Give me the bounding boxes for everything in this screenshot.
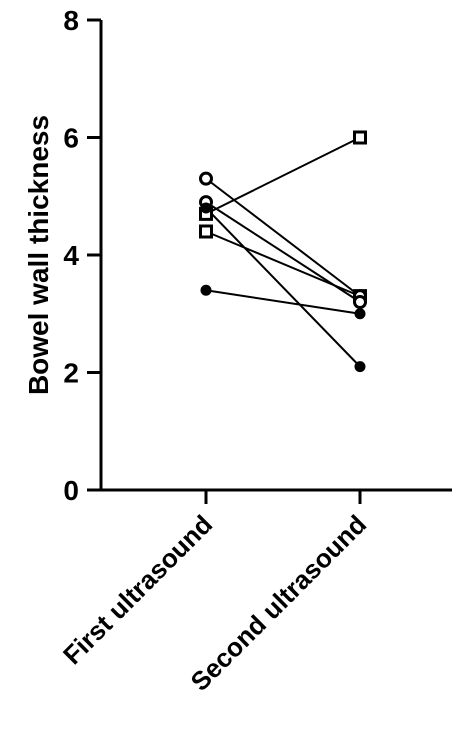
data-point xyxy=(200,284,212,296)
data-point xyxy=(199,171,213,186)
x-tick-label: Second ultrasound xyxy=(185,509,373,697)
y-tick-label: 8 xyxy=(63,5,79,36)
series-line xyxy=(205,201,361,303)
series-line xyxy=(205,136,361,215)
data-point xyxy=(200,202,212,214)
data-point xyxy=(199,224,213,239)
series-line xyxy=(205,177,361,297)
y-tick-label: 4 xyxy=(63,240,79,271)
data-point xyxy=(353,130,367,145)
data-point xyxy=(354,361,366,373)
y-tick-label: 6 xyxy=(63,123,79,154)
series-lines xyxy=(205,136,361,368)
y-tick-label: 2 xyxy=(63,358,79,389)
data-point xyxy=(353,295,367,309)
series-markers xyxy=(199,130,367,373)
y-axis-title: Bowel wall thickness xyxy=(23,115,54,395)
axes xyxy=(99,20,452,492)
series-line xyxy=(205,289,361,315)
y-tick-label: 0 xyxy=(63,475,79,506)
data-point xyxy=(354,308,366,320)
x-tick-label: First ultrasound xyxy=(57,509,218,670)
series-line xyxy=(205,207,361,368)
y-ticks: 0 2 4 6 8 xyxy=(63,5,101,506)
